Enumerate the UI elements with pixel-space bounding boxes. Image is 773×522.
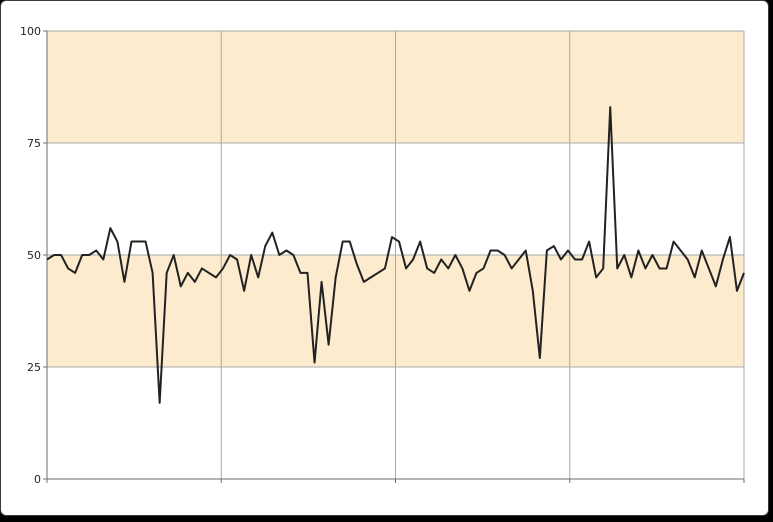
y-tick-label-25: 25 [27,361,41,374]
grid-lines [47,30,745,479]
y-tick-label-75: 75 [27,137,41,150]
y-tick-label-50: 50 [27,249,41,262]
y-tick-label-0: 0 [34,473,41,486]
y-tick-labels: 0 25 50 75 100 [20,25,41,486]
axes [43,30,745,483]
y-tick-label-100: 100 [20,25,41,38]
series-line-0 [46,106,745,404]
series-group [46,106,745,404]
